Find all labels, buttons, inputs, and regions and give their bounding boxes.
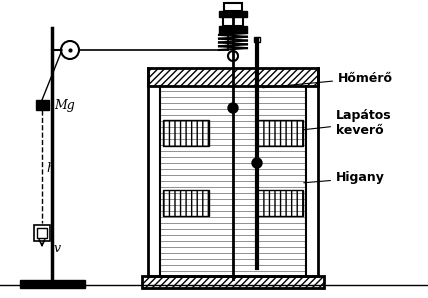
Text: h: h — [46, 162, 54, 175]
Bar — [37, 228, 47, 238]
Bar — [224, 3, 242, 11]
Bar — [223, 17, 243, 26]
Text: Mg: Mg — [54, 99, 75, 111]
Bar — [163, 190, 209, 216]
Text: Hőmérő: Hőmérő — [263, 72, 393, 88]
Bar — [36, 100, 49, 110]
Bar — [163, 120, 209, 146]
Text: Higany: Higany — [304, 172, 385, 184]
Bar — [219, 26, 247, 33]
Circle shape — [252, 158, 262, 168]
Bar — [257, 120, 303, 146]
Bar — [142, 276, 324, 288]
Bar — [219, 11, 247, 17]
Text: v: v — [54, 241, 61, 254]
Bar — [20, 280, 85, 288]
Bar — [148, 68, 318, 86]
Bar — [257, 190, 303, 216]
Bar — [254, 37, 260, 42]
Text: Lapátos
keverő: Lapátos keverő — [304, 109, 392, 137]
Circle shape — [228, 103, 238, 113]
Bar — [34, 225, 50, 241]
